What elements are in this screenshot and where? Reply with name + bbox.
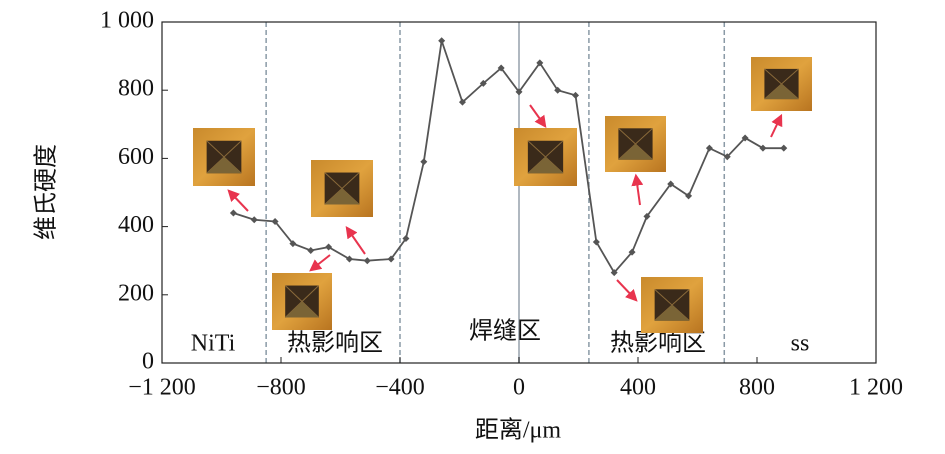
arrow xyxy=(631,173,644,206)
point xyxy=(479,79,487,87)
point xyxy=(420,158,428,166)
x-tick-label: −800 xyxy=(256,375,306,401)
region-label: 热影响区 xyxy=(610,330,706,357)
indent-bottom xyxy=(324,188,360,205)
indent-bottom xyxy=(764,84,799,100)
x-axis-label: 距离/μm xyxy=(475,417,562,444)
y-tick-label: 600 xyxy=(118,144,154,170)
point xyxy=(592,238,600,246)
point xyxy=(307,246,315,254)
x-tick-label: −1 200 xyxy=(128,375,196,401)
indent-bottom xyxy=(527,157,564,174)
point xyxy=(271,217,279,225)
point xyxy=(289,240,297,248)
y-tick-label: 0 xyxy=(142,349,154,375)
y-tick-label: 800 xyxy=(118,76,154,102)
x-tick-label: −400 xyxy=(375,375,425,401)
point xyxy=(643,212,651,220)
point xyxy=(667,180,675,188)
arrow xyxy=(770,113,783,138)
point xyxy=(685,192,693,200)
arrow xyxy=(616,279,638,302)
point xyxy=(780,144,788,152)
x-tick-label: 400 xyxy=(620,375,656,401)
point xyxy=(458,98,466,106)
point xyxy=(229,209,237,217)
point xyxy=(759,144,767,152)
point xyxy=(741,134,749,142)
point xyxy=(250,216,258,224)
region-label: ss xyxy=(791,331,810,357)
arrow xyxy=(309,254,331,272)
y-axis-label: 维氏硬度 xyxy=(33,144,60,240)
x-tick-label: 800 xyxy=(739,375,775,401)
series-line xyxy=(233,40,784,275)
point xyxy=(572,91,580,99)
point xyxy=(705,144,713,152)
y-tick-label: 200 xyxy=(118,280,154,306)
region-label: 焊缝区 xyxy=(469,318,541,345)
point xyxy=(363,257,371,265)
point xyxy=(387,255,395,263)
point xyxy=(402,235,410,243)
indent-bottom xyxy=(206,157,242,174)
point xyxy=(438,37,446,45)
point xyxy=(497,64,505,72)
point xyxy=(345,255,353,263)
point xyxy=(628,248,636,256)
region-label: 热影响区 xyxy=(287,330,383,357)
point xyxy=(554,86,562,94)
region-label: NiTi xyxy=(191,331,236,357)
point xyxy=(610,269,618,277)
indent-bottom xyxy=(285,301,319,318)
indent-bottom xyxy=(654,305,690,321)
point xyxy=(536,59,544,67)
y-tick-label: 1 000 xyxy=(100,8,154,34)
x-tick-label: 0 xyxy=(513,375,525,401)
arrow xyxy=(345,226,366,255)
y-tick-label: 400 xyxy=(118,212,154,238)
arrow xyxy=(529,104,547,128)
arrow xyxy=(227,189,249,212)
indent-bottom xyxy=(618,144,653,160)
x-tick-label: 1 200 xyxy=(849,375,903,401)
point xyxy=(325,243,333,251)
point xyxy=(723,153,731,161)
point xyxy=(515,88,523,96)
